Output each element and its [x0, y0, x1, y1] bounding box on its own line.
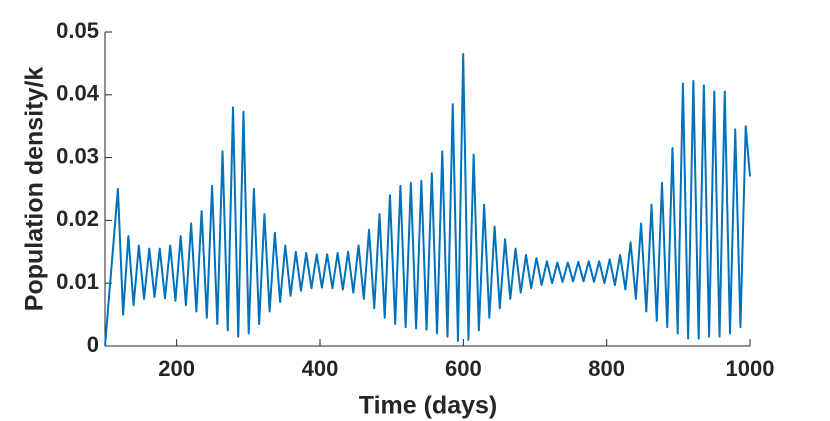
x-tick-label: 1000 [726, 356, 775, 381]
y-tick-label: 0.04 [56, 81, 100, 106]
x-tick-label: 200 [158, 356, 195, 381]
y-tick-label: 0.03 [56, 143, 99, 168]
y-tick-label: 0.02 [56, 206, 99, 231]
x-axis-label: Time (days) [359, 392, 497, 420]
y-tick-label: 0.05 [56, 18, 99, 43]
y-tick-label: 0.01 [56, 269, 99, 294]
y-axis-label: Population density/k [21, 67, 49, 312]
x-tick-label: 600 [445, 356, 482, 381]
y-tick-label: 0 [87, 332, 99, 357]
x-tick-label: 400 [302, 356, 339, 381]
x-tick-label: 800 [588, 356, 625, 381]
data-line [104, 52, 751, 347]
